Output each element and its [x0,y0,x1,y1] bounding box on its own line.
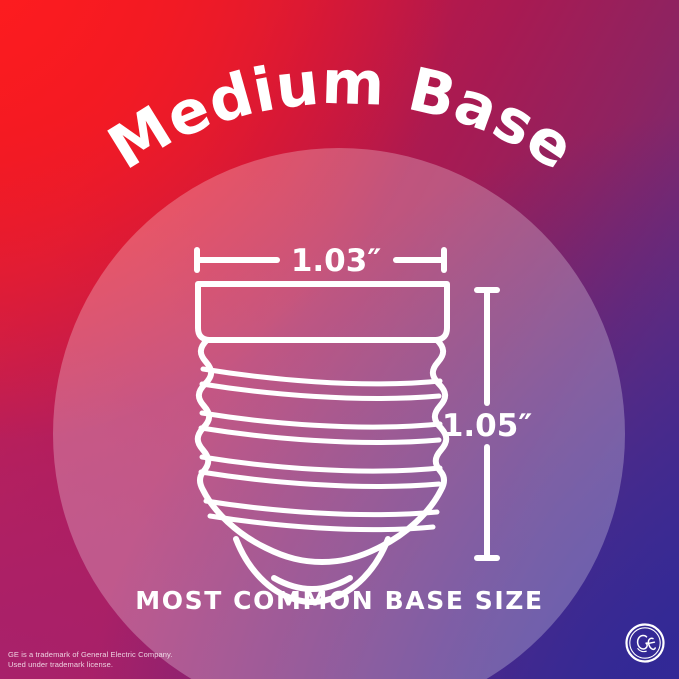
trademark-line-1: GE is a trademark of General Electric Co… [8,650,173,659]
trademark-line-2: Used under trademark license. [8,660,114,669]
trademark-notice: GE is a trademark of General Electric Co… [8,650,173,670]
base-thread-lines [198,366,443,533]
vertical-dimension-line [474,287,500,561]
base-contact-tip [233,536,391,605]
ge-monogram-logo-icon [625,623,665,663]
base-threads-outline [194,337,450,565]
base-collar-shape [195,281,450,343]
height-dimension-label: 1.05″ [442,408,532,444]
width-dimension-label: 1.03″ [291,243,381,279]
caption-text: MOST COMMON BASE SIZE [135,586,544,615]
page-title: Medium Base [0,36,679,216]
horizontal-dimension-line [194,247,447,273]
